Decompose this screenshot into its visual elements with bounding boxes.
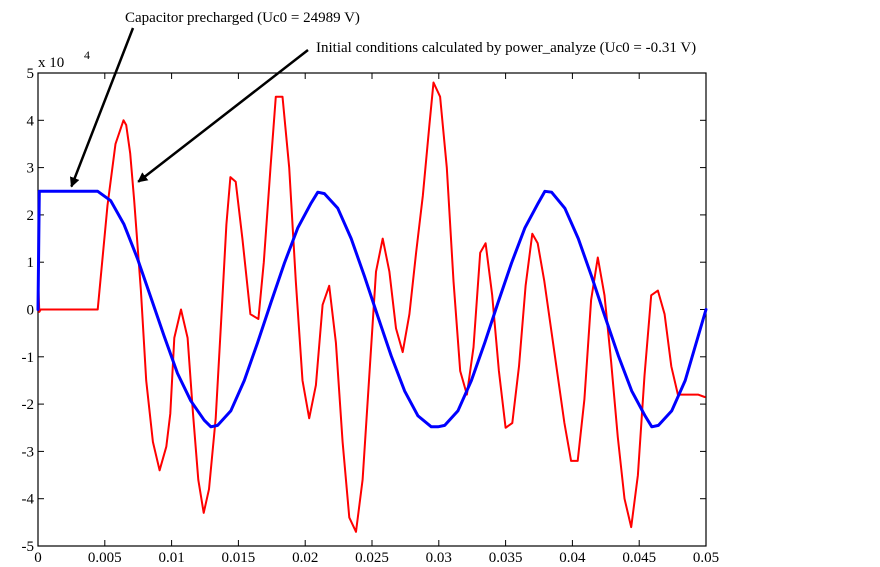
annotation-arrow-0 (69, 27, 135, 188)
y-tick-label: 2 (27, 208, 35, 224)
x-tick-label: 0.015 (222, 550, 256, 566)
y-tick-label: 3 (27, 161, 35, 177)
annotation-text-0: Capacitor precharged (Uc0 = 24989 V) (125, 10, 360, 26)
y-tick-label: 0 (27, 303, 35, 319)
x-tick-label: 0.02 (292, 550, 318, 566)
axes-group (37, 72, 707, 547)
plot-area-frame (37, 72, 707, 547)
y-tick-label: -3 (22, 444, 35, 460)
y-tick-label: -2 (22, 397, 35, 413)
y-tick-label: -1 (22, 350, 35, 366)
series-group (36, 81, 708, 533)
y-tick-label: -5 (22, 539, 35, 555)
y-scale-multiplier: x 10 (38, 55, 64, 71)
x-tick-label: 0.04 (559, 550, 586, 566)
series-1-line (36, 189, 708, 429)
x-tick-label: 0.035 (489, 550, 523, 566)
x-tick-label: 0.05 (693, 550, 719, 566)
x-tick-label: 0.025 (355, 550, 389, 566)
y-scale-exponent: 4 (84, 48, 90, 62)
x-tick-label: 0.01 (158, 550, 184, 566)
x-tick-label: 0.045 (622, 550, 656, 566)
annotation-text-1: Initial conditions calculated by power_a… (316, 40, 696, 56)
labels-group: 0 0.005 0.01 0.015 0.02 0.025 0.03 0.035 0.04 0.0… (22, 48, 720, 566)
x-tick-label: 0 (34, 550, 42, 566)
series-0-line (37, 81, 706, 533)
x-tick-label: 0.03 (426, 550, 452, 566)
y-tick-label: -4 (22, 492, 35, 508)
y-tick-label: 1 (27, 255, 35, 271)
annotation-group: Capacitor precharged (Uc0 = 24989 V) Init… (69, 10, 696, 188)
y-tick-label: 4 (27, 113, 35, 129)
y-tick-label: 5 (27, 66, 35, 82)
x-tick-label: 0.005 (88, 550, 122, 566)
annotation-arrow-1 (137, 49, 309, 183)
